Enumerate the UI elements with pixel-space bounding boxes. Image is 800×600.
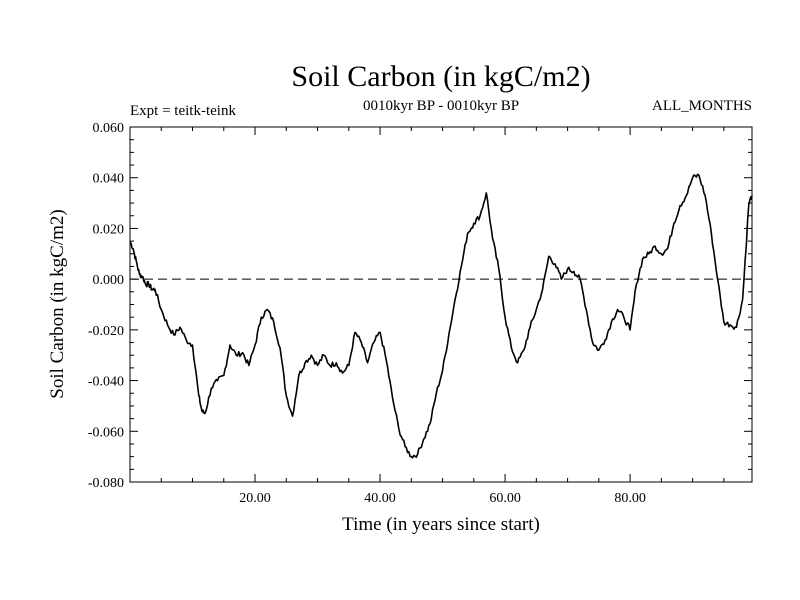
y-tick-label: -0.040 [88, 375, 124, 390]
x-tick-label: 20.00 [239, 491, 271, 506]
plot-frame [129, 126, 753, 483]
x-axis-ticks: 20.00 40.00 60.00 80.00 [129, 127, 725, 506]
y-tick-label: -0.060 [88, 425, 124, 440]
y-tick-label: -0.080 [88, 476, 124, 491]
y-tick-label: 0.000 [93, 273, 125, 288]
chart-title: Soil Carbon (in kgC/m2) [291, 60, 590, 93]
y-axis-ticks: -0.080 -0.060 -0.040 -0.020 0.000 0.020 0.040 0… [88, 121, 752, 491]
y-tick-label: 0.060 [93, 121, 125, 136]
experiment-label: Expt = teitk-teink [130, 103, 236, 119]
period-label: 0010kyr BP - 0010kyr BP [363, 98, 519, 114]
y-tick-label: -0.020 [88, 324, 124, 339]
months-label: ALL_MONTHS [652, 98, 752, 114]
x-tick-label: 40.00 [364, 491, 396, 506]
y-axis-label: Soil Carbon (in kgC/m2) [47, 209, 68, 398]
data-series-line [129, 173, 753, 459]
x-tick-label: 60.00 [489, 491, 521, 506]
x-axis-label: Time (in years since start) [342, 514, 540, 535]
x-tick-label: 80.00 [614, 491, 646, 506]
y-tick-label: 0.040 [93, 172, 125, 187]
y-tick-label: 0.020 [93, 222, 125, 237]
